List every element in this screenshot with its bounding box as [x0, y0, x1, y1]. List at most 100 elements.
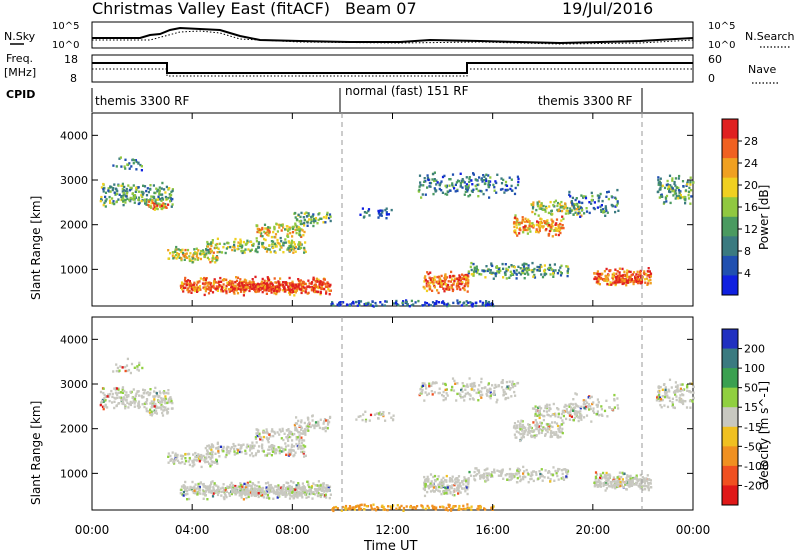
- echo-cell: [266, 280, 269, 283]
- echo-cell: [160, 403, 163, 407]
- echo-cell: [540, 207, 543, 210]
- echo-cell: [150, 414, 153, 417]
- echo-cell: [231, 283, 234, 286]
- echo-cell: [597, 199, 600, 203]
- echo-cell: [377, 209, 380, 213]
- echo-cell: [216, 251, 219, 254]
- echo-cell: [457, 492, 460, 495]
- echo-cell: [202, 491, 205, 494]
- echo-cell: [108, 195, 111, 199]
- echo-cell: [222, 447, 225, 450]
- echo-cell: [611, 276, 614, 279]
- echo-cell: [245, 281, 248, 285]
- echo-cell: [292, 241, 296, 244]
- echo-cell: [252, 446, 255, 450]
- echo-cell: [225, 490, 228, 493]
- echo-cell: [432, 475, 435, 479]
- echo-cell: [250, 494, 253, 497]
- echo-cell: [213, 257, 216, 260]
- echo-cell: [600, 210, 603, 213]
- echo-cell: [515, 217, 518, 220]
- echo-cell: [516, 476, 519, 480]
- echo-cell: [298, 431, 301, 434]
- echo-cell: [294, 224, 297, 227]
- echo-cell: [569, 211, 572, 214]
- echo-cell: [133, 201, 136, 204]
- echo-cell: [135, 392, 138, 395]
- echo-cell: [535, 223, 538, 227]
- echo-cell: [452, 282, 455, 285]
- echo-cell: [426, 480, 429, 483]
- echo-cell: [465, 484, 468, 488]
- echo-cell: [444, 508, 447, 511]
- echo-cell: [445, 479, 448, 482]
- echo-cell: [317, 424, 320, 427]
- echo-cell: [529, 230, 532, 233]
- echo-cell: [616, 200, 619, 203]
- echo-cell: [135, 188, 138, 191]
- echo-cell: [381, 504, 384, 507]
- echo-cell: [483, 507, 486, 510]
- echo-cell: [240, 446, 243, 449]
- echo-cell: [236, 286, 239, 290]
- echo-cell: [205, 287, 208, 290]
- echo-cell: [468, 377, 471, 380]
- echo-cell: [489, 388, 492, 391]
- echo-cell: [312, 276, 315, 279]
- echo-cell: [454, 505, 457, 508]
- echo-cell: [267, 495, 270, 499]
- echo-cell: [238, 494, 241, 497]
- echo-cell: [198, 458, 201, 461]
- echo-cell: [318, 283, 321, 286]
- echo-cell: [303, 230, 306, 234]
- echo-cell: [192, 253, 195, 256]
- echo-cell: [255, 484, 259, 488]
- echo-cell: [548, 266, 551, 270]
- echo-cell: [512, 476, 515, 479]
- echo-cell: [144, 401, 147, 404]
- echo-cell: [305, 496, 308, 499]
- echo-cell: [303, 282, 307, 285]
- echo-cell: [141, 195, 144, 199]
- echo-cell: [485, 300, 488, 303]
- echo-cell: [233, 292, 236, 295]
- echo-cell: [186, 248, 190, 252]
- echo-cell: [617, 209, 620, 212]
- echo-cell: [444, 274, 447, 277]
- echo-cell: [561, 209, 564, 213]
- echo-cell: [130, 390, 133, 394]
- echo-cell: [238, 485, 241, 489]
- echo-cell: [595, 277, 598, 280]
- echo-cell: [225, 278, 228, 281]
- echo-cell: [180, 281, 184, 284]
- echo-cell: [424, 279, 427, 282]
- echo-cell: [426, 490, 429, 494]
- echo-cell: [324, 283, 327, 286]
- echo-cell: [462, 507, 465, 511]
- echo-cell: [531, 207, 535, 210]
- echo-cell: [276, 238, 279, 242]
- echo-cell: [298, 231, 301, 234]
- echo-cell: [470, 508, 473, 511]
- echo-cell: [470, 268, 473, 272]
- echo-cell: [632, 282, 635, 286]
- echo-cell: [477, 505, 480, 508]
- echo-cell: [538, 416, 541, 420]
- echo-cell: [649, 273, 652, 277]
- echo-cell: [639, 473, 642, 477]
- echo-cell: [541, 275, 545, 279]
- echo-cell: [561, 476, 565, 479]
- echo-cell: [124, 198, 127, 202]
- echo-cell: [511, 380, 514, 383]
- echo-cell: [99, 390, 103, 394]
- echo-cell: [575, 197, 578, 200]
- echo-cell: [300, 436, 303, 439]
- echo-cell: [449, 486, 452, 489]
- echo-cell: [621, 267, 624, 271]
- echo-cell: [128, 403, 131, 406]
- echo-cell: [119, 156, 122, 159]
- echo-cell: [228, 492, 231, 495]
- echo-cell: [310, 491, 314, 494]
- echo-cell: [245, 285, 248, 289]
- echo-cell: [422, 285, 425, 289]
